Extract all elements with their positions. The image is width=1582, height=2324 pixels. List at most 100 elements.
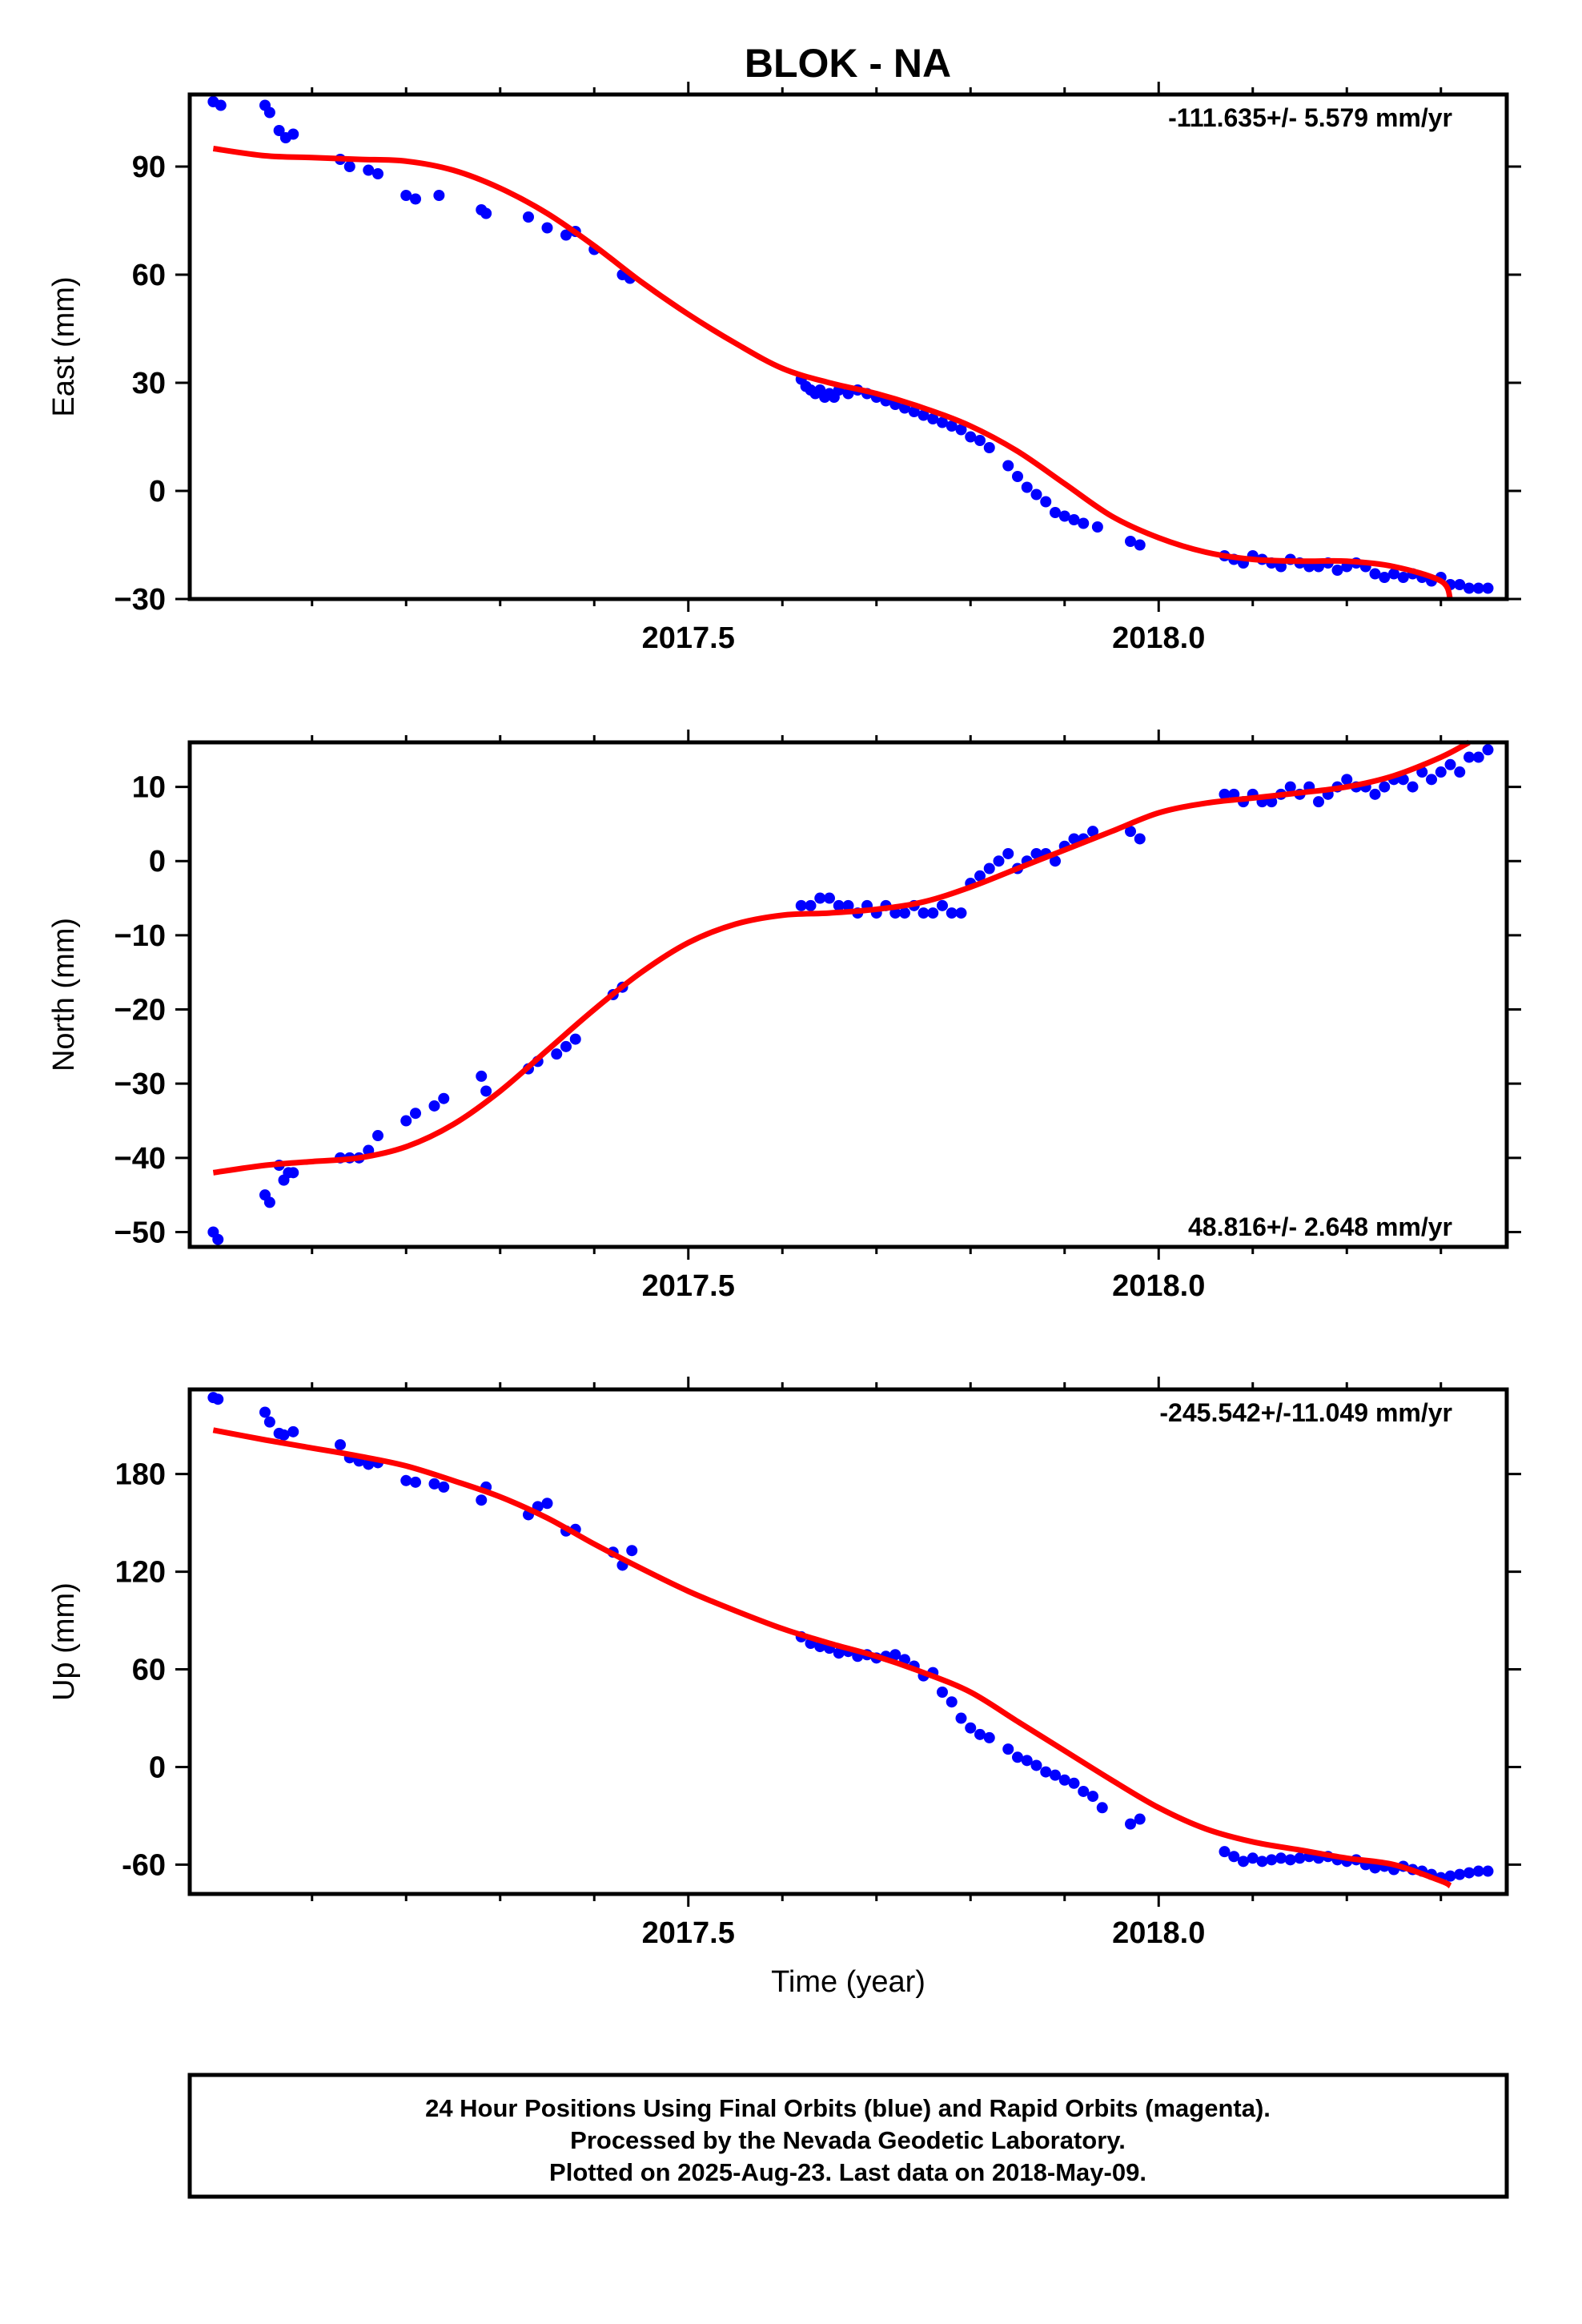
up-data-point <box>1454 1868 1466 1880</box>
up-data-point <box>1256 1856 1268 1868</box>
north-data-point <box>955 907 967 919</box>
east-data-point <box>363 164 375 176</box>
up-rate-annotation: -245.542+/-11.049 mm/yr <box>1159 1398 1452 1427</box>
up-data-point <box>1266 1854 1278 1866</box>
north-data-point <box>1087 826 1098 838</box>
north-ytick-label-2: −30 <box>114 1068 166 1101</box>
north-data-point <box>1454 766 1466 778</box>
up-data-point <box>1012 1751 1023 1763</box>
east-data-point <box>215 99 227 111</box>
east-data-point <box>1021 481 1033 493</box>
up-data-point <box>1444 1870 1456 1882</box>
north-ytick-label-3: −20 <box>114 994 166 1027</box>
east-fit-line <box>212 146 1453 601</box>
east-tick-labels: 2017.5 2018.0 −30 0 30 60 90 <box>114 151 1206 655</box>
east-data-point <box>1397 572 1409 583</box>
up-data-point <box>1087 1791 1098 1803</box>
north-data-point <box>974 870 986 882</box>
east-data-point <box>1464 582 1475 594</box>
up-data-point <box>263 1416 275 1428</box>
up-data-point <box>889 1649 901 1661</box>
east-data-point <box>1379 572 1391 583</box>
north-data-point <box>1426 774 1437 786</box>
up-data-point <box>833 1647 845 1659</box>
up-fit-line <box>212 1427 1452 1888</box>
east-data-point <box>937 416 948 428</box>
north-data-point <box>833 899 845 911</box>
east-rate-annotation: -111.635+/- 5.579 mm/yr <box>1168 103 1452 132</box>
east-data-point <box>1058 510 1070 522</box>
east-data-points <box>207 96 1494 594</box>
north-data-point <box>842 899 854 911</box>
east-data-point <box>263 107 275 119</box>
panel-east: 2017.5 2018.0 −30 0 30 60 90 East (mm) -111.63… <box>47 82 1521 655</box>
up-data-point <box>428 1478 440 1490</box>
east-data-point <box>955 424 967 436</box>
up-data-point <box>626 1545 638 1557</box>
east-data-point <box>917 409 930 421</box>
up-data-point <box>1040 1766 1052 1778</box>
footer-box: 24 Hour Positions Using Final Orbits (bl… <box>187 2073 1509 2199</box>
up-data-point <box>1125 1818 1136 1830</box>
north-ytick-label-1: −40 <box>114 1142 166 1176</box>
east-data-point <box>1472 582 1484 594</box>
up-y-axis-label: Up (mm) <box>47 1582 81 1701</box>
north-data-point <box>1397 774 1409 786</box>
up-data-point <box>438 1481 450 1493</box>
up-xtick-label-0: 2017.5 <box>642 1916 735 1950</box>
north-data-point <box>824 892 835 904</box>
north-ytick-label-5: 0 <box>149 845 166 879</box>
north-data-point <box>1379 781 1391 793</box>
up-plot-frame <box>187 1387 1509 1896</box>
footer-line-1: 24 Hour Positions Using Final Orbits (bl… <box>425 2094 1271 2122</box>
north-data-point <box>946 907 958 919</box>
east-data-point <box>927 413 939 424</box>
up-data-point <box>278 1429 290 1441</box>
north-data-point <box>1407 781 1419 793</box>
east-plot-frame <box>187 92 1509 601</box>
up-data-point <box>955 1712 967 1724</box>
north-data-point <box>1050 855 1061 867</box>
east-data-point <box>287 128 299 140</box>
east-data-point <box>1030 489 1042 501</box>
east-data-point <box>1134 539 1146 551</box>
footer-line-2: Processed by the Nevada Geodetic Laborat… <box>570 2126 1126 2154</box>
up-data-point <box>974 1728 986 1740</box>
north-data-point <box>1369 788 1381 800</box>
east-ytick-label-4: 90 <box>132 151 166 184</box>
north-ytick-label-6: 10 <box>132 771 166 805</box>
north-data-point <box>372 1130 383 1142</box>
north-tick-labels: 2017.5 2018.0 −50 −40 −30 −20 −10 0 10 <box>114 771 1206 1303</box>
up-ytick-label-4: 180 <box>115 1458 166 1492</box>
up-data-point <box>400 1474 412 1486</box>
north-data-point <box>1482 744 1494 756</box>
north-xtick-label-0: 2017.5 <box>642 1269 735 1303</box>
north-data-point <box>795 899 807 911</box>
east-data-point <box>541 222 553 234</box>
north-xtick-label-1: 2018.0 <box>1112 1269 1205 1303</box>
up-data-point <box>1482 1865 1494 1877</box>
up-ytick-label-0: -60 <box>122 1848 166 1882</box>
up-data-point <box>476 1494 488 1506</box>
north-data-point <box>476 1070 488 1082</box>
east-data-point <box>946 420 958 432</box>
north-data-point <box>560 1040 572 1052</box>
east-data-point <box>343 161 355 172</box>
east-y-axis-label: East (mm) <box>47 276 81 416</box>
up-data-point <box>1464 1867 1475 1879</box>
east-data-point <box>480 207 492 219</box>
north-data-point <box>889 907 901 919</box>
north-data-point <box>551 1048 563 1060</box>
up-data-point <box>1050 1769 1061 1781</box>
east-data-point <box>908 406 920 417</box>
up-data-point <box>212 1393 224 1405</box>
east-xtick-label-0: 2017.5 <box>642 621 735 655</box>
footer-frame <box>187 2073 1509 2199</box>
up-data-point <box>1275 1852 1287 1864</box>
up-ytick-label-2: 60 <box>132 1654 166 1687</box>
up-data-point <box>1219 1846 1231 1858</box>
north-data-point <box>1435 766 1447 778</box>
north-data-point <box>569 1033 581 1045</box>
up-data-point <box>1134 1813 1146 1825</box>
north-data-point <box>805 899 817 911</box>
